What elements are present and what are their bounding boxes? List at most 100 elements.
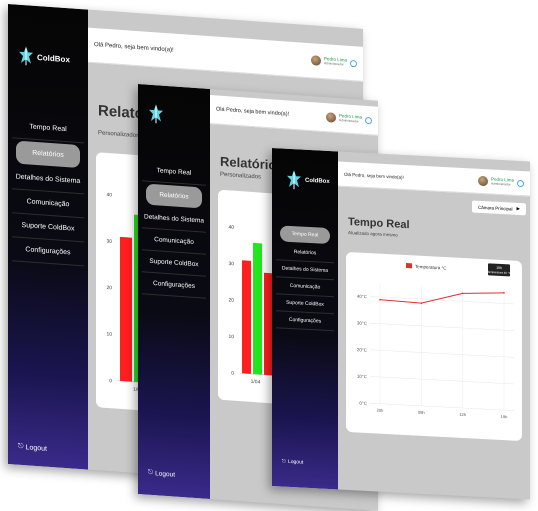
- y-tick-label: 0: [109, 378, 112, 384]
- logout-button[interactable]: ⎋ Logout: [18, 443, 47, 453]
- series-line: [379, 292, 505, 304]
- logout-label: Logout: [25, 443, 47, 453]
- coldbox-logo-icon: [148, 103, 164, 126]
- user-role: Administrador: [323, 60, 344, 67]
- grid-line: [370, 376, 514, 385]
- sidebar-menu: Tempo Real Relatórios Detalhes do Sistem…: [276, 223, 334, 332]
- avatar: [477, 175, 488, 187]
- user-role: Administrador: [338, 117, 359, 124]
- sidebar: ColdBox Tempo Real Relatórios Detalhes d…: [8, 4, 88, 470]
- settings-gear-icon[interactable]: [350, 59, 357, 67]
- y-tick-label: 20°C: [357, 347, 368, 353]
- chart-panel: 40°C 30°C 20°C 10°C 0°C 20h 08h 12h 19h Temperatu…: [346, 251, 522, 442]
- sidebar: ColdBox Tempo Real Relatórios Detalhes d…: [272, 148, 338, 490]
- bar-1: [253, 242, 262, 375]
- y-tick-label: 0°C: [359, 401, 367, 406]
- y-tick-label: 30: [106, 239, 112, 245]
- y-tick-label: 10: [228, 334, 234, 340]
- sidebar-menu: Tempo Real Relatórios Detalhes do Sistem…: [142, 159, 206, 299]
- main-content: Câmara Principal ▶ Tempo Real Atualizado…: [338, 185, 530, 499]
- y-tick-label: 40: [228, 225, 234, 231]
- logout-label: Logout: [287, 458, 304, 466]
- y-tick-label: 10°C: [357, 374, 368, 380]
- sidebar-item-tempo-real[interactable]: Tempo Real: [142, 159, 206, 186]
- y-tick-label: 40°C: [357, 294, 368, 300]
- y-tick-label: 0: [231, 371, 234, 377]
- greeting: Olá Pedro, seja bem vindo(a)!: [344, 171, 404, 180]
- logout-button[interactable]: ⎋ Logout: [148, 469, 175, 479]
- greeting: Olá Pedro, seja bem vindo(a)!: [94, 42, 174, 54]
- sidebar-item-configuracoes[interactable]: Configurações: [12, 237, 84, 267]
- page-subtitle: Personalizados: [98, 130, 140, 140]
- page-subtitle: Atualizado agora mesmo: [348, 229, 398, 238]
- logout-button[interactable]: ⎋ Logout: [282, 459, 303, 466]
- settings-gear-icon[interactable]: [365, 116, 372, 124]
- logout-icon: ⎋: [148, 468, 154, 477]
- grid-line: [370, 349, 514, 358]
- sidebar-item-relatorios[interactable]: Relatórios: [16, 140, 80, 169]
- sidebar-item-tempo-real[interactable]: Tempo Real: [12, 114, 84, 144]
- grid-line: [370, 322, 514, 331]
- bar-chart: 40 30 20 10 0 1/04: [228, 225, 370, 386]
- x-tick-label: 08h: [418, 410, 425, 415]
- screen-front: ColdBox Tempo Real Relatórios Detalhes d…: [272, 148, 530, 500]
- legend-swatch: [406, 263, 412, 269]
- avatar: [325, 112, 336, 123]
- coldbox-logo-icon: [286, 169, 302, 192]
- page-title: Tempo Real: [348, 215, 410, 232]
- bar-2: [264, 272, 273, 376]
- tooltip-text: Temperatura 40 °C: [487, 270, 510, 275]
- grid-line: [370, 296, 514, 305]
- app-name: ColdBox: [305, 177, 330, 186]
- logout-label: Logout: [155, 469, 176, 479]
- x-tick-label: 19h: [501, 414, 508, 419]
- legend-label: Temperatura °C: [415, 264, 447, 271]
- data-point: [379, 298, 381, 301]
- user-menu[interactable]: Pedro Lima Administrador: [477, 175, 530, 189]
- data-point: [461, 292, 464, 295]
- y-tick-label: 30: [228, 261, 234, 267]
- y-tick-label: 30°C: [357, 320, 368, 326]
- y-tick-label: 20: [228, 297, 234, 303]
- sidebar-menu: Tempo Real Relatórios Detalhes do Sistem…: [12, 114, 84, 267]
- bar-0: [242, 260, 251, 374]
- data-point: [503, 292, 505, 294]
- chart-panel: 40 30 20 10 0 1/04: [218, 189, 378, 411]
- page-subtitle: Personalizados: [220, 171, 262, 181]
- y-tick-label: 10: [106, 331, 112, 337]
- greeting: Olá Pedro, seja bem vindo(a)!: [216, 106, 290, 118]
- logo: ColdBox: [286, 169, 330, 193]
- logo: ColdBox: [148, 103, 164, 126]
- x-tick-label: 1/04: [251, 379, 261, 386]
- bar-0: [120, 236, 132, 382]
- sidebar-item-configuracoes[interactable]: Configurações: [142, 272, 206, 299]
- logout-icon: ⎋: [18, 442, 24, 451]
- user-menu[interactable]: Pedro Lima Administrador: [325, 112, 378, 126]
- sidebar-item-configuracoes[interactable]: Configurações: [276, 311, 334, 332]
- chamber-select[interactable]: Câmara Principal ▶: [472, 200, 526, 216]
- coldbox-logo-icon: [18, 45, 34, 68]
- tooltip-box: [488, 263, 510, 277]
- logo: ColdBox: [18, 45, 70, 71]
- y-tick-label: 20: [106, 285, 112, 291]
- sidebar: ColdBox Tempo Real Relatórios Detalhes d…: [138, 84, 210, 500]
- sidebar-item-relatorios[interactable]: Relatórios: [146, 183, 202, 209]
- screen-middle: ColdBox Tempo Real Relatórios Detalhes d…: [138, 84, 378, 511]
- y-tick-label: 40: [106, 192, 112, 198]
- user-role: Administrador: [490, 181, 511, 187]
- caret-right-icon: ▶: [516, 205, 520, 211]
- grid-line: [370, 402, 514, 411]
- data-point: [420, 302, 423, 304]
- sidebar-item-tempo-real[interactable]: Tempo Real: [280, 225, 330, 245]
- user-menu[interactable]: Pedro Lima Administrador: [310, 55, 363, 69]
- x-tick-label: 12h: [459, 412, 466, 417]
- tooltip-title: 19h: [496, 266, 502, 270]
- settings-gear-icon[interactable]: [517, 179, 524, 187]
- avatar: [310, 55, 321, 66]
- x-tick-label: 20h: [377, 407, 384, 412]
- chamber-select-label: Câmara Principal: [478, 204, 513, 212]
- app-name: ColdBox: [37, 52, 70, 64]
- logout-icon: ⎋: [282, 458, 286, 465]
